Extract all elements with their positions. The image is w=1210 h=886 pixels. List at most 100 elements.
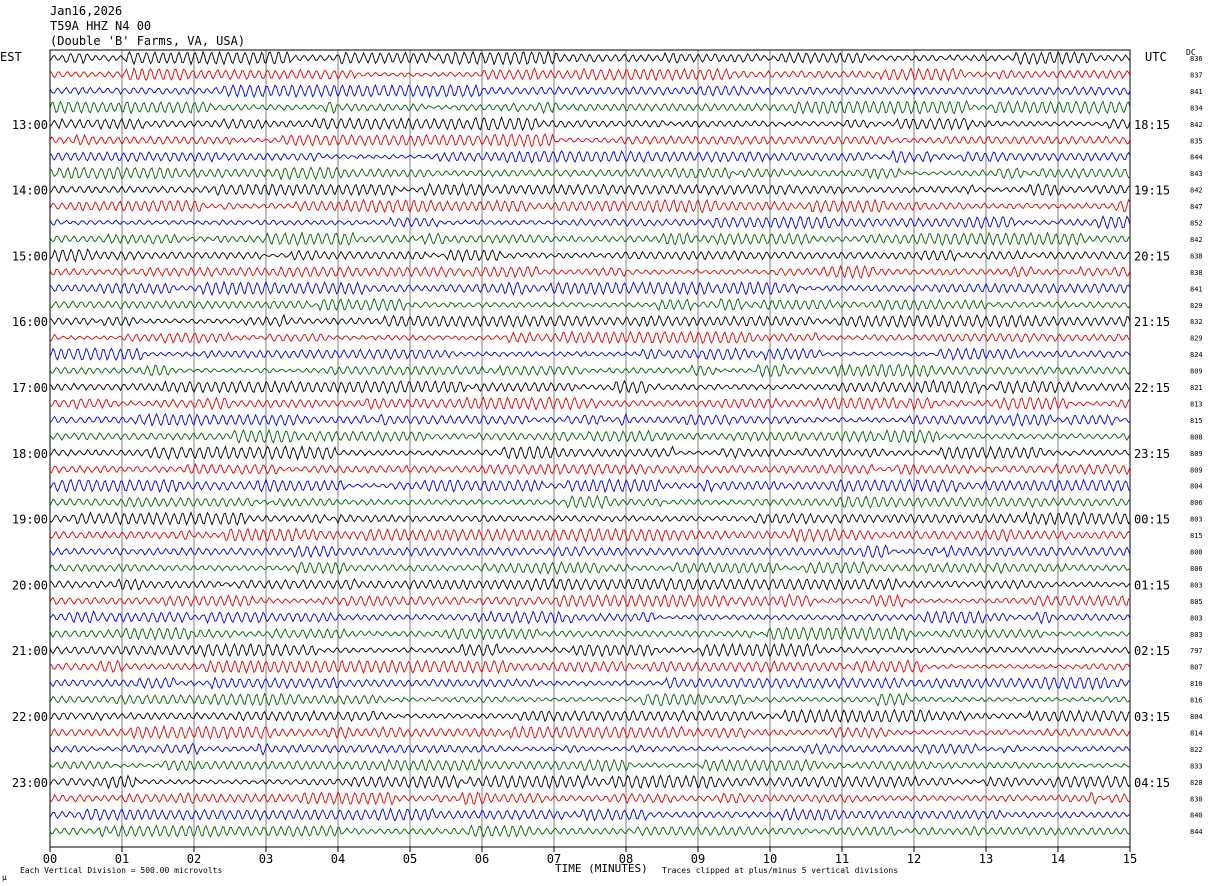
seismic-trace	[49, 625, 1131, 642]
dc-offset-label: 809	[1190, 466, 1203, 474]
dc-offset-label: 828	[1190, 779, 1203, 787]
seismic-trace	[49, 642, 1131, 658]
est-hour-label: 20:00	[12, 578, 48, 592]
seismic-trace	[49, 824, 1131, 838]
dc-offset-label: 852	[1190, 220, 1203, 228]
dc-offset-label: 815	[1190, 417, 1203, 425]
dc-offset-label: 840	[1190, 812, 1203, 820]
est-hour-label: 21:00	[12, 644, 48, 658]
seismic-trace	[49, 445, 1131, 461]
seismic-trace	[49, 544, 1131, 559]
dc-offset-label: 838	[1190, 269, 1203, 277]
seismic-trace	[49, 742, 1131, 756]
seismic-trace	[49, 724, 1131, 740]
seismic-trace	[49, 280, 1131, 297]
est-hour-label: 16:00	[12, 315, 48, 329]
x-tick-label: 13	[979, 852, 993, 866]
seismic-trace	[49, 198, 1131, 214]
est-hour-label: 23:00	[12, 776, 48, 790]
dc-offset-label: 832	[1190, 318, 1203, 326]
station-location: (Double 'B' Farms, VA, USA)	[50, 34, 246, 48]
scale-note: Each Vertical Division = 500.00 microvol…	[20, 866, 223, 875]
seismic-trace	[49, 133, 1131, 148]
x-tick-label: 01	[115, 852, 129, 866]
x-tick-label: 08	[619, 852, 633, 866]
dc-offset-label: 837	[1190, 71, 1203, 79]
x-tick-label: 06	[475, 852, 489, 866]
dc-offset-label: 803	[1190, 631, 1203, 639]
utc-hour-label: 04:15	[1134, 776, 1170, 790]
x-tick-label: 03	[259, 852, 273, 866]
seismic-trace	[49, 477, 1131, 494]
utc-hour-label: 22:15	[1134, 381, 1170, 395]
seismic-trace	[49, 758, 1131, 773]
dc-offset-label: 807	[1190, 664, 1203, 672]
seismic-trace	[49, 593, 1131, 608]
seismic-trace	[49, 511, 1131, 527]
seismic-trace	[49, 215, 1131, 230]
seismic-trace	[49, 806, 1131, 822]
dc-offset-label: 829	[1190, 335, 1203, 343]
seismic-trace	[49, 149, 1131, 164]
utc-hour-label: 20:15	[1134, 249, 1170, 263]
dc-offset-label: 814	[1190, 729, 1203, 737]
dc-offset-label: 843	[1190, 170, 1203, 178]
seismic-trace	[49, 462, 1131, 476]
dc-offset-label: 844	[1190, 828, 1203, 836]
dc-offset-label: 824	[1190, 351, 1203, 359]
seismic-trace	[49, 659, 1131, 675]
utc-zone-label: UTC	[1145, 50, 1167, 64]
dc-offset-label: 804	[1190, 713, 1203, 721]
dc-offset-label: 806	[1190, 499, 1203, 507]
dc-offset-label: 810	[1190, 680, 1203, 688]
dc-offset-label: 833	[1190, 762, 1203, 770]
x-tick-label: 12	[907, 852, 921, 866]
dc-offset-label: 803	[1190, 516, 1203, 524]
dc-offset-label: 847	[1190, 203, 1203, 211]
dc-offset-label: 800	[1190, 549, 1203, 557]
dc-offset-label: 829	[1190, 302, 1203, 310]
seismic-trace	[49, 313, 1131, 329]
seismic-trace	[49, 396, 1131, 411]
utc-hour-label: 02:15	[1134, 644, 1170, 658]
dc-offset-label: 806	[1190, 565, 1203, 573]
dc-offset-label: 841	[1190, 285, 1203, 293]
x-tick-label: 00	[43, 852, 57, 866]
seismic-trace	[49, 560, 1131, 575]
est-hour-label: 17:00	[12, 381, 48, 395]
seismic-trace	[49, 330, 1131, 345]
x-tick-label: 10	[763, 852, 777, 866]
dc-offset-label: 836	[1190, 55, 1203, 63]
station-code: T59A HHZ N4 00	[50, 19, 152, 33]
dc-offset-label: 835	[1190, 137, 1203, 145]
utc-hour-label: 00:15	[1134, 513, 1170, 527]
seismic-trace	[49, 692, 1131, 707]
dc-offset-label: 830	[1190, 795, 1203, 803]
seismic-trace	[49, 116, 1131, 132]
est-zone-label: EST	[0, 50, 22, 64]
seismic-trace	[49, 182, 1131, 197]
x-tick-label: 05	[403, 852, 417, 866]
x-tick-label: 15	[1123, 852, 1137, 866]
seismic-trace	[49, 577, 1131, 592]
dc-offset-label: 841	[1190, 88, 1203, 96]
utc-hour-label: 19:15	[1134, 184, 1170, 198]
x-axis-title: TIME (MINUTES)	[555, 862, 648, 875]
seismic-trace	[49, 676, 1131, 691]
utc-hour-label: 18:15	[1134, 118, 1170, 132]
utc-hour-label: 01:15	[1134, 578, 1170, 592]
dc-offset-label: 816	[1190, 697, 1203, 705]
est-hour-label: 22:00	[12, 710, 48, 724]
plot-date: Jan16,2026	[50, 4, 123, 18]
seismic-trace	[49, 50, 1131, 66]
dc-offset-label: 842	[1190, 187, 1203, 195]
dc-offset-label: 842	[1190, 236, 1203, 244]
dc-offset-label: 815	[1190, 532, 1203, 540]
seismic-trace	[49, 412, 1131, 428]
dc-offset-label: 842	[1190, 121, 1203, 129]
dc-offset-label: 809	[1190, 368, 1203, 376]
dc-offset-label: 821	[1190, 384, 1203, 392]
dc-column-label: DC	[1186, 48, 1196, 57]
dc-offset-label: 803	[1190, 581, 1203, 589]
